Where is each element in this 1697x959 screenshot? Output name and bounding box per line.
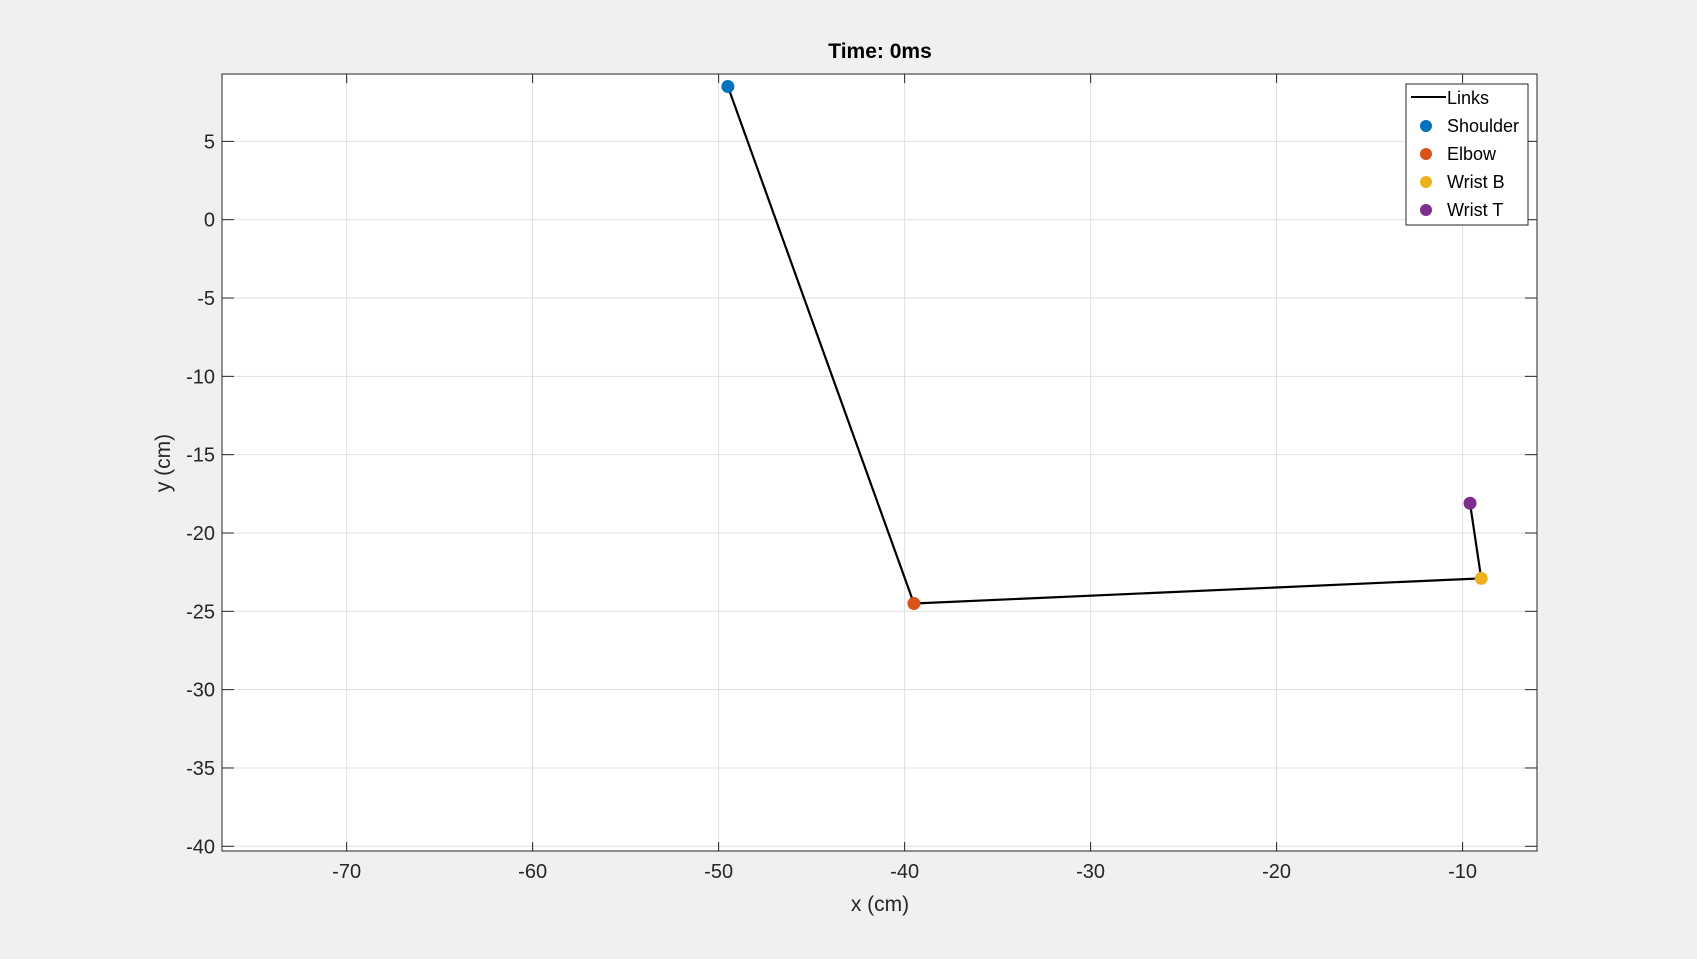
x-tick-label: -60 — [518, 861, 547, 883]
x-tick-label: -50 — [704, 861, 733, 883]
legend-label-links: Links — [1447, 88, 1489, 108]
plot-frame — [221, 73, 1538, 852]
legend-marker-wrist-b — [1420, 176, 1432, 188]
chart-title: Time: 0ms — [828, 40, 932, 63]
x-tick-label: -10 — [1448, 861, 1477, 883]
point-wrist-t — [1463, 496, 1477, 510]
x-tick-label: -70 — [332, 861, 361, 883]
legend-marker-wrist-t — [1420, 204, 1432, 216]
point-wrist-b — [1474, 571, 1488, 585]
legend: Links Shoulder Elbow Wrist B Wrist T — [1405, 83, 1529, 226]
x-axis-label: x (cm) — [851, 893, 909, 916]
y-axis-label: y (cm) — [152, 434, 175, 492]
links-line — [726, 86, 1483, 605]
x-tick-label: -20 — [1262, 861, 1291, 883]
y-tick-label: -5 — [197, 288, 215, 310]
point-elbow — [907, 596, 921, 610]
plot-area — [222, 74, 1537, 851]
y-tick-label: -15 — [186, 445, 215, 467]
grid-lines — [222, 74, 1537, 851]
y-tick-label: 5 — [204, 131, 215, 153]
y-tick-label: -20 — [186, 523, 215, 545]
y-tick-label: -10 — [186, 366, 215, 388]
x-tick-label: -30 — [1076, 861, 1105, 883]
y-tick-label: -30 — [186, 680, 215, 702]
legend-label-wrist-b: Wrist B — [1447, 172, 1505, 192]
tick-labels: -70 -60 -50 -40 -30 -20 -10 5 0 -5 -10 -15 -20 -25 -30… — [186, 131, 1477, 883]
point-shoulder — [721, 80, 735, 94]
data-marks — [721, 80, 1488, 610]
y-tick-label: -40 — [186, 836, 215, 858]
legend-marker-shoulder — [1420, 120, 1432, 132]
legend-label-shoulder: Shoulder — [1447, 116, 1519, 136]
y-tick-label: -25 — [186, 601, 215, 623]
legend-marker-elbow — [1420, 148, 1432, 160]
y-tick-label: -35 — [186, 758, 215, 780]
legend-label-wrist-t: Wrist T — [1447, 200, 1503, 220]
x-tick-label: -40 — [890, 861, 919, 883]
legend-label-elbow: Elbow — [1447, 144, 1497, 164]
y-tick-label: 0 — [204, 210, 215, 232]
